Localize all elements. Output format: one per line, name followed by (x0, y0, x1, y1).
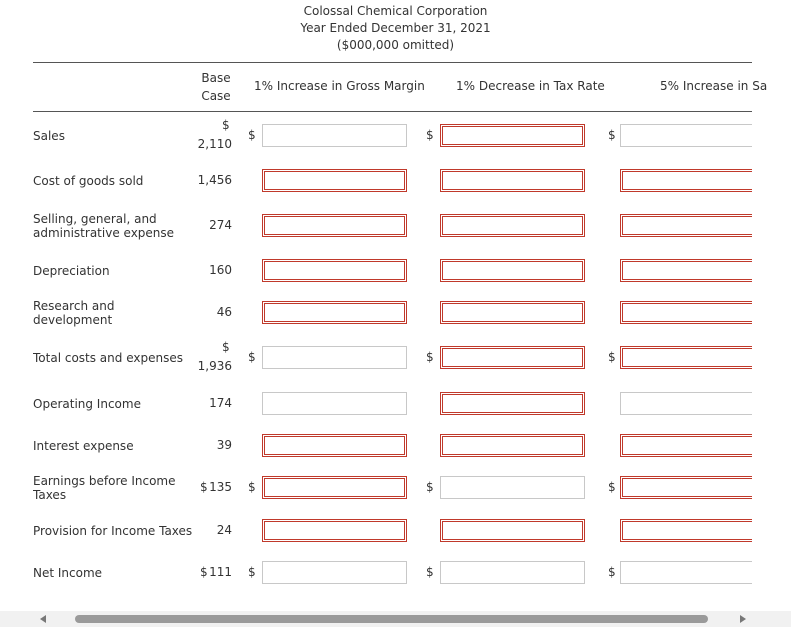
base-value: 174 (209, 396, 232, 410)
input-field[interactable] (262, 301, 407, 324)
row-label: Sales (33, 129, 65, 143)
input-field[interactable] (440, 476, 585, 499)
input-field[interactable] (620, 301, 752, 324)
input-field[interactable] (620, 476, 752, 499)
input-field[interactable] (440, 214, 585, 237)
row-label-box: Operating Income (33, 384, 193, 424)
row-label-box: Provision for Income Taxes (33, 511, 193, 551)
base-value: 111 (209, 565, 232, 579)
input-field[interactable] (440, 169, 585, 192)
input-field[interactable] (262, 519, 407, 542)
scroll-thumb[interactable] (75, 615, 708, 623)
input-field[interactable] (620, 124, 752, 147)
top-rule (33, 62, 752, 63)
currency-sign: $ (608, 480, 616, 494)
input-field[interactable] (440, 392, 585, 415)
row-label-box: Research and development (33, 293, 193, 333)
currency-sign: $ (608, 350, 616, 364)
scroll-right[interactable] (740, 615, 746, 623)
scrollbar[interactable] (0, 611, 791, 627)
column-header: 1% Increase in Gross Margin (254, 79, 425, 93)
input-field[interactable] (262, 476, 407, 499)
row-label: Provision for Income Taxes (33, 524, 193, 538)
base-value: 1,456 (197, 173, 232, 187)
base-value: 160 (209, 263, 232, 277)
row-label-box: Sales (33, 116, 193, 156)
input-field[interactable] (620, 169, 752, 192)
input-field[interactable] (620, 346, 752, 369)
input-field[interactable] (440, 561, 585, 584)
currency-sign: $ (248, 128, 256, 142)
row-label-box: Interest expense (33, 426, 193, 466)
input-field[interactable] (620, 214, 752, 237)
row-label: Operating Income (33, 397, 141, 411)
input-field[interactable] (262, 169, 407, 192)
currency-sign: $ (222, 118, 230, 132)
row-label: Net Income (33, 566, 103, 580)
currency-sign: $ (248, 565, 256, 579)
period: Year Ended December 31, 2021 (300, 21, 491, 35)
row-label: Research and development (33, 299, 115, 327)
currency-sign: $ (248, 350, 256, 364)
currency-sign: $ (608, 565, 616, 579)
input-field[interactable] (620, 392, 752, 415)
input-field[interactable] (620, 519, 752, 542)
base-value: 274 (209, 218, 232, 232)
input-field[interactable] (262, 214, 407, 237)
row-label-box: Depreciation (33, 251, 193, 291)
currency-sign: $ (426, 480, 434, 494)
row-label-box: Total costs and expenses (33, 338, 193, 378)
base-value: 46 (216, 305, 232, 319)
currency-sign: $ (426, 565, 434, 579)
input-field[interactable] (440, 346, 585, 369)
input-field[interactable] (262, 124, 407, 147)
currency-sign: $ (426, 128, 434, 142)
row-label-box: Net Income (33, 553, 193, 593)
row-label: Total costs and expenses (33, 351, 183, 365)
row-label: Cost of goods sold (33, 174, 144, 188)
row-label-box: Selling, general, and administrative exp… (33, 206, 193, 246)
base-value: 39 (216, 438, 232, 452)
row-label: Earnings before Income Taxes (33, 474, 176, 502)
input-field[interactable] (440, 124, 585, 147)
column-header: 5% Increase in Sa (660, 79, 768, 93)
company-name: Colossal Chemical Corporation (303, 4, 488, 18)
currency-sign: $ (426, 350, 434, 364)
input-field[interactable] (262, 259, 407, 282)
base-value: 2,110 (197, 137, 232, 151)
row-label: Selling, general, and administrative exp… (33, 212, 175, 240)
row-label-box: Earnings before Income Taxes (33, 468, 193, 508)
row-label-box: Cost of goods sold (33, 161, 193, 201)
currency-sign: $ (200, 565, 208, 579)
row-label: Interest expense (33, 439, 134, 453)
input-field[interactable] (440, 519, 585, 542)
scroll-left[interactable] (40, 615, 46, 623)
row-label: Depreciation (33, 264, 110, 278)
input-field[interactable] (440, 434, 585, 457)
currency-sign: $ (200, 480, 208, 494)
input-field[interactable] (262, 346, 407, 369)
column-header: Base Case (201, 71, 231, 103)
header-rule (33, 111, 752, 112)
input-field[interactable] (620, 259, 752, 282)
currency-sign: $ (248, 480, 256, 494)
base-value: 1,936 (197, 359, 232, 373)
currency-sign: $ (222, 340, 230, 354)
base-value: 135 (209, 480, 232, 494)
input-field[interactable] (440, 301, 585, 324)
input-field[interactable] (440, 259, 585, 282)
column-clip: $ $ $ $ $ $ $ $ $ $ $ $ (248, 124, 752, 584)
units-note: ($000,000 omitted) (336, 38, 455, 52)
input-field[interactable] (620, 434, 752, 457)
input-field[interactable] (262, 561, 407, 584)
column-header: 1% Decrease in Tax Rate (456, 79, 605, 93)
input-field[interactable] (620, 561, 752, 584)
currency-sign: $ (608, 128, 616, 142)
base-value: 24 (216, 523, 232, 537)
input-field[interactable] (262, 392, 407, 415)
input-field[interactable] (262, 434, 407, 457)
